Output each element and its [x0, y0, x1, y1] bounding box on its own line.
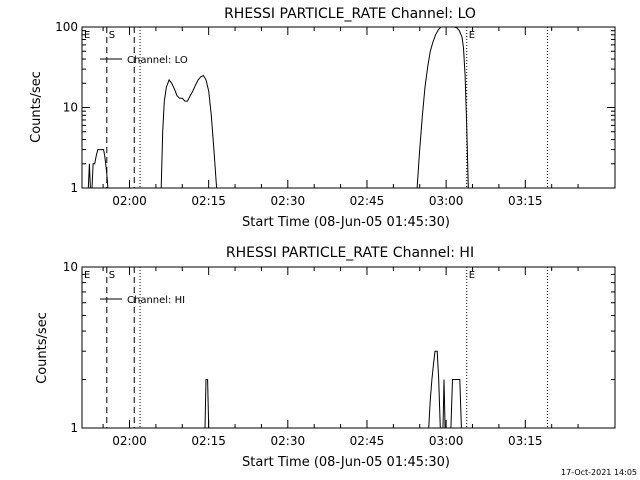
- chart-lo-legend-label: Channel: LO: [127, 55, 188, 66]
- chart-lo-plot: 1 10 100 02:00 02:15 02:30 02:45 03:00 03:15 E S E C…: [55, 20, 616, 208]
- chart-hi-plot: 1 10 02:00 02:15 02:30 02:45 03:00 03:15 E S E Chan…: [63, 260, 616, 448]
- chart-lo-ytick-label: 100: [55, 20, 78, 34]
- chart-hi-series-line: [450, 379, 462, 429]
- chart-lo-xtick-label: 02:30: [271, 194, 306, 208]
- chart-hi: RHESSI PARTICLE_RATE Channel: HI Start T…: [35, 245, 616, 470]
- chart-hi-series-line: [442, 379, 446, 429]
- chart-lo-ytick-label: 1: [70, 181, 78, 195]
- chart-lo-xtick-label: 03:00: [429, 194, 464, 208]
- chart-hi-xlabel: Start Time (08-Jun-05 01:45:30): [242, 455, 450, 470]
- chart-hi-ylabel: Counts/sec: [35, 312, 50, 384]
- chart-lo: RHESSI PARTICLE_RATE Channel: LO Start T…: [29, 6, 616, 230]
- chart-hi-xtick-label: 02:45: [350, 434, 385, 448]
- chart-hi-event-label: E: [84, 270, 90, 281]
- chart-lo-xtick-label: 02:15: [191, 194, 226, 208]
- chart-hi-event-label: E: [469, 270, 475, 281]
- chart-lo-series-line: [87, 149, 109, 189]
- chart-hi-xtick-label: 03:00: [429, 434, 464, 448]
- chart-lo-series-line: [416, 26, 469, 189]
- chart-lo-event-label: E: [469, 30, 475, 41]
- chart-hi-ytick-label: 1: [70, 421, 78, 435]
- chart-lo-event-label: S: [109, 30, 115, 41]
- chart-hi-legend-label: Channel: HI: [127, 295, 185, 306]
- chart-lo-title: RHESSI PARTICLE_RATE Channel: LO: [224, 6, 476, 22]
- chart-lo-xtick-label: 02:45: [350, 194, 385, 208]
- chart-lo-ytick-label: 10: [63, 101, 78, 115]
- chart-hi-title: RHESSI PARTICLE_RATE Channel: HI: [226, 245, 474, 261]
- chart-hi-ytick-label: 10: [63, 260, 78, 274]
- chart-hi-event-label: S: [109, 270, 115, 281]
- chart-lo-xlabel: Start Time (08-Jun-05 01:45:30): [242, 215, 450, 230]
- chart-hi-series-line: [204, 379, 210, 429]
- chart-lo-xtick-label: 03:15: [508, 194, 543, 208]
- chart-lo-xtick-label: 02:00: [112, 194, 147, 208]
- chart-hi-series-line: [428, 350, 441, 429]
- chart-hi-xtick-label: 02:15: [191, 434, 226, 448]
- footer-timestamp: 17-Oct-2021 14:05: [561, 468, 637, 477]
- chart-lo-series-line: [160, 74, 218, 189]
- chart-hi-xtick-label: 02:30: [271, 434, 306, 448]
- chart-hi-axes-frame: [81, 266, 616, 429]
- chart-hi-xtick-label: 02:00: [112, 434, 147, 448]
- chart-lo-event-label: E: [84, 30, 90, 41]
- chart-lo-ylabel: Counts/sec: [29, 71, 44, 143]
- chart-hi-xtick-label: 03:15: [508, 434, 543, 448]
